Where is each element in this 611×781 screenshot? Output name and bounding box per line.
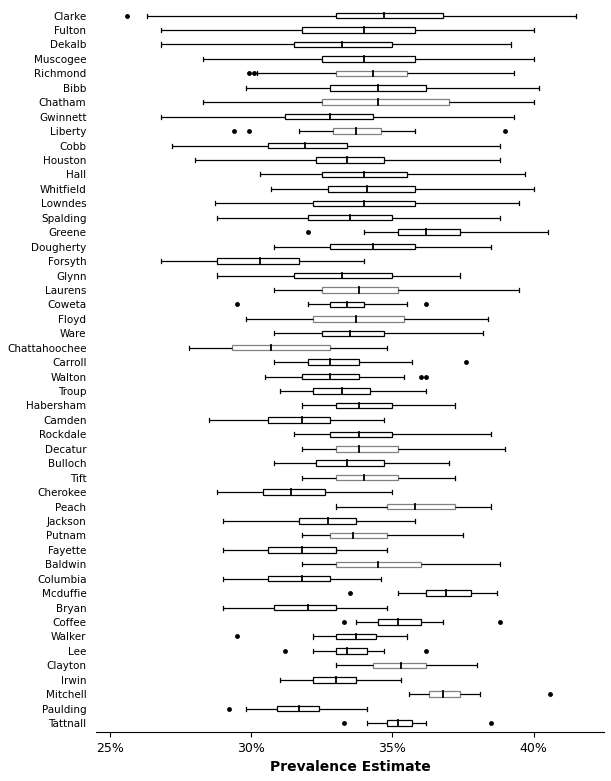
Bar xyxy=(316,461,384,466)
Bar xyxy=(331,533,387,538)
X-axis label: Prevalence Estimate: Prevalence Estimate xyxy=(269,760,431,774)
Bar xyxy=(336,70,406,76)
Bar xyxy=(274,604,336,610)
Bar xyxy=(327,186,415,191)
Bar xyxy=(378,619,420,625)
Bar xyxy=(316,157,384,162)
Bar xyxy=(387,720,412,726)
Bar xyxy=(302,374,359,380)
Bar xyxy=(232,345,331,351)
Bar xyxy=(268,547,336,553)
Bar xyxy=(322,172,406,177)
Bar xyxy=(331,432,392,437)
Bar xyxy=(218,259,299,264)
Bar xyxy=(268,143,347,148)
Bar xyxy=(322,330,384,336)
Bar xyxy=(373,662,426,668)
Bar xyxy=(336,562,420,567)
Bar xyxy=(294,41,392,47)
Bar xyxy=(331,301,364,307)
Bar xyxy=(263,490,324,495)
Bar xyxy=(302,27,415,33)
Bar xyxy=(322,287,398,293)
Bar xyxy=(398,230,460,235)
Bar xyxy=(322,56,415,62)
Bar xyxy=(299,519,356,524)
Bar xyxy=(308,215,392,220)
Bar xyxy=(387,504,455,509)
Bar xyxy=(294,273,392,278)
Bar xyxy=(322,99,449,105)
Bar xyxy=(313,677,356,683)
Bar xyxy=(268,576,331,582)
Bar xyxy=(313,388,370,394)
Bar xyxy=(333,128,381,134)
Bar xyxy=(268,417,331,423)
Bar xyxy=(285,114,373,119)
Bar xyxy=(336,475,398,480)
Bar xyxy=(313,201,415,206)
Bar xyxy=(336,633,376,639)
Bar xyxy=(313,316,404,322)
Bar xyxy=(336,446,398,451)
Bar xyxy=(336,403,392,408)
Bar xyxy=(331,85,426,91)
Bar xyxy=(426,590,472,596)
Bar xyxy=(336,648,367,654)
Bar xyxy=(308,359,359,365)
Bar xyxy=(336,12,443,18)
Bar xyxy=(277,706,319,711)
Bar xyxy=(331,244,415,249)
Bar xyxy=(429,691,460,697)
